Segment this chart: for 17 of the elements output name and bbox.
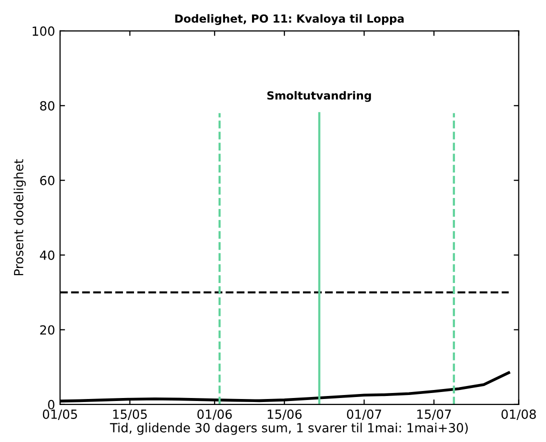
annotation: Smoltutvandring bbox=[267, 91, 371, 102]
y-tick-label: 60 bbox=[40, 176, 54, 186]
x-tick-label: 15/06 bbox=[268, 410, 302, 420]
y-tick-label: 100 bbox=[32, 26, 54, 36]
y-axis-title: Prosent dodelighet bbox=[14, 159, 26, 276]
x-tick-label: 01/08 bbox=[502, 410, 536, 420]
y-tick-label: 40 bbox=[40, 250, 54, 260]
x-axis-title: Tid, glidende 30 dagers sum, 1 svarer til 1mai: 1mai+30) bbox=[110, 422, 468, 435]
chart-title: Dodelighet, PO 11: Kvaloya til Loppa bbox=[175, 14, 404, 26]
y-tick-label: 0 bbox=[48, 400, 54, 410]
y-tick-label: 20 bbox=[40, 325, 54, 335]
x-tick-label: 01/06 bbox=[197, 410, 232, 420]
x-tick-label: 01/07 bbox=[346, 410, 382, 420]
x-tick-label: 01/05 bbox=[42, 410, 77, 420]
x-tick-label: 15/07 bbox=[417, 410, 451, 420]
x-tick-label: 15/05 bbox=[113, 410, 147, 420]
y-tick-label: 80 bbox=[40, 101, 54, 111]
